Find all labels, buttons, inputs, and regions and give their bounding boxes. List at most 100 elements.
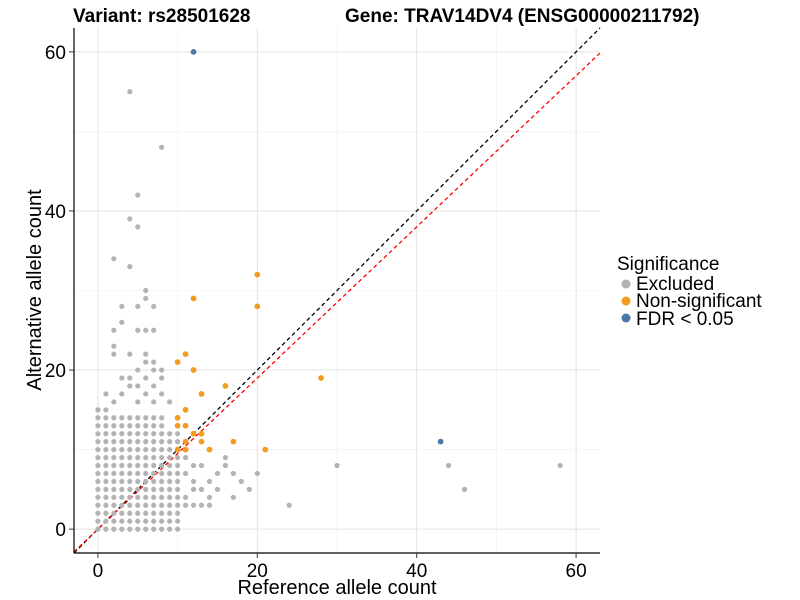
point-excluded (151, 518, 157, 524)
point-excluded (151, 510, 157, 516)
y-tick-label: 40 (45, 202, 66, 223)
point-excluded (111, 526, 117, 532)
point-excluded (159, 439, 165, 445)
point-excluded (119, 423, 125, 429)
point-excluded (175, 526, 181, 532)
point-excluded (214, 486, 221, 492)
point-excluded (95, 439, 101, 445)
point-excluded (206, 494, 213, 500)
point-excluded (111, 502, 117, 508)
point-excluded (111, 415, 117, 421)
point-excluded (111, 510, 117, 516)
point-excluded (159, 431, 165, 437)
point-excluded (95, 478, 101, 485)
point-excluded (175, 439, 181, 445)
point-excluded (143, 518, 149, 524)
legend-key-non-significant (621, 296, 631, 306)
point-excluded (103, 486, 109, 492)
point-excluded (127, 462, 133, 469)
point-excluded (167, 486, 173, 492)
point-excluded (175, 462, 181, 469)
point-excluded (143, 327, 149, 333)
point-excluded (119, 431, 125, 437)
point-excluded (103, 462, 109, 469)
x-tick-label: 40 (406, 561, 427, 582)
point-excluded (127, 351, 133, 357)
point-excluded (119, 391, 125, 397)
point-excluded (167, 494, 173, 500)
point-excluded (151, 359, 157, 365)
point-excluded (151, 415, 157, 421)
point-excluded (182, 494, 189, 500)
point-excluded (95, 494, 101, 500)
point-excluded (111, 327, 117, 333)
point-excluded (143, 287, 149, 294)
point-excluded (143, 494, 149, 500)
point-excluded (119, 319, 125, 325)
point-excluded (95, 518, 101, 524)
point-excluded (159, 486, 165, 492)
point-excluded (95, 423, 101, 429)
title-gene: Gene: TRAV14DV4 (ENSG00000211792) (345, 6, 700, 27)
point-excluded (159, 502, 165, 508)
point-non-significant (190, 430, 197, 437)
point-excluded (151, 502, 157, 508)
y-tick-label: 20 (45, 361, 66, 382)
point-excluded (127, 494, 133, 500)
title-variant: Variant: rs28501628 (73, 6, 250, 27)
point-non-significant (182, 406, 189, 413)
point-excluded (95, 526, 101, 532)
point-excluded (111, 343, 117, 349)
point-excluded (159, 375, 165, 381)
reference-line-identity (73, 27, 601, 554)
point-excluded (230, 470, 236, 477)
point-excluded (198, 502, 205, 508)
point-excluded (151, 462, 157, 469)
point-excluded (95, 510, 101, 516)
point-excluded (461, 486, 468, 492)
data-points (95, 48, 563, 532)
point-excluded (151, 454, 157, 461)
point-excluded (95, 462, 101, 469)
x-axis-label: Reference allele count (237, 577, 436, 599)
point-excluded (111, 439, 117, 445)
point-excluded (246, 486, 252, 492)
point-excluded (127, 502, 133, 508)
point-non-significant (182, 446, 189, 453)
point-excluded (135, 399, 141, 405)
point-excluded (103, 478, 109, 485)
y-axis-label: Alternative allele count (24, 189, 46, 391)
point-non-significant (254, 271, 261, 278)
point-excluded (127, 264, 133, 270)
point-excluded (111, 486, 117, 492)
point-excluded (167, 518, 173, 524)
point-excluded (159, 446, 165, 453)
point-excluded (151, 399, 157, 405)
point-excluded (119, 518, 125, 524)
point-excluded (111, 446, 117, 453)
point-excluded (159, 478, 165, 485)
point-excluded (167, 439, 173, 445)
legend-key-fdr (621, 313, 631, 323)
point-excluded (119, 462, 125, 469)
point-excluded (222, 454, 229, 461)
point-excluded (143, 446, 149, 453)
point-excluded (198, 462, 205, 469)
point-excluded (103, 526, 109, 532)
point-excluded (167, 526, 173, 532)
point-non-significant (230, 438, 237, 445)
point-excluded (151, 303, 157, 310)
point-excluded (143, 391, 149, 397)
point-excluded (111, 351, 117, 357)
reference-lines (73, 27, 601, 554)
legend-label-non-significant: Non-significant (636, 291, 762, 312)
point-excluded (167, 510, 173, 516)
point-excluded (175, 486, 181, 492)
point-excluded (143, 375, 149, 381)
point-excluded (135, 415, 141, 421)
point-excluded (111, 399, 117, 405)
point-excluded (111, 454, 117, 461)
point-excluded (143, 415, 149, 421)
point-excluded (95, 502, 101, 508)
axes: 0 20 40 60 0 20 40 60 (45, 28, 600, 582)
